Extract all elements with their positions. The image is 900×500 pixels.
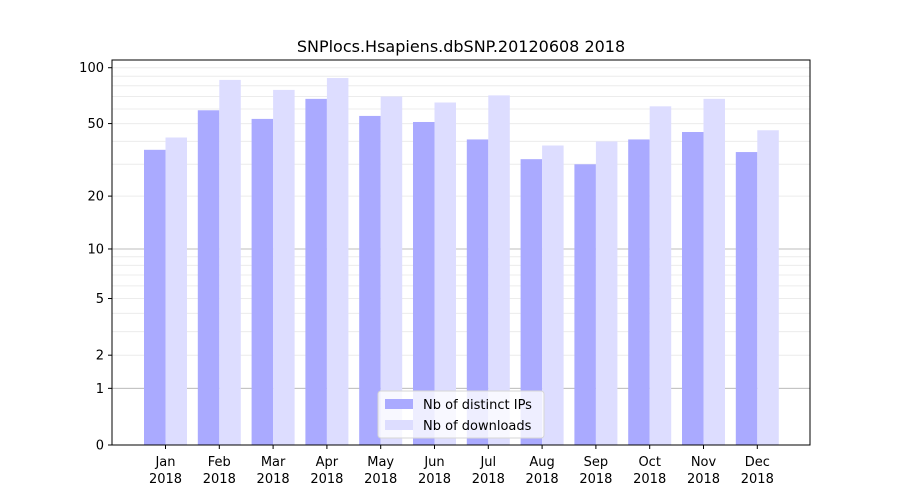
legend-swatch bbox=[385, 399, 413, 409]
plot-frame bbox=[111, 59, 811, 446]
legend-box bbox=[377, 390, 545, 439]
x-tick-label-month: Sep bbox=[584, 455, 609, 470]
legend: Nb of distinct IPs Nb of downloads bbox=[377, 390, 545, 439]
x-tick-label-year: 2018 bbox=[579, 472, 612, 487]
bar-distinct-ips bbox=[197, 110, 220, 445]
bars-layer bbox=[144, 78, 779, 446]
bar-downloads bbox=[219, 79, 241, 445]
bar-distinct-ips bbox=[520, 159, 543, 445]
y-tick-label: 2 bbox=[96, 349, 104, 364]
x-tick-label-year: 2018 bbox=[741, 472, 774, 487]
bar-downloads bbox=[542, 145, 564, 445]
bar-distinct-ips bbox=[682, 132, 704, 445]
x-tick-label-month: Jun bbox=[423, 455, 444, 470]
x-tick-label-month: Oct bbox=[638, 455, 660, 470]
y-tick-label: 5 bbox=[96, 292, 104, 307]
bar-downloads bbox=[488, 95, 510, 445]
x-tick-label-month: Dec bbox=[745, 455, 770, 470]
bar-distinct-ips bbox=[144, 149, 166, 445]
x-tick-label-year: 2018 bbox=[472, 472, 505, 487]
bar-downloads bbox=[703, 98, 725, 445]
bar-downloads bbox=[757, 130, 779, 445]
x-tick-label-year: 2018 bbox=[364, 472, 397, 487]
x-tick-label-month: Jan bbox=[154, 455, 175, 470]
axes-layer: 0 1 2 5 10 20 50 100 Jan 2018 Feb 2018 Mar 2018 Apr 201… bbox=[79, 61, 774, 487]
x-tick-label-year: 2018 bbox=[633, 472, 666, 487]
bar-distinct-ips bbox=[466, 139, 489, 445]
legend-swatch bbox=[385, 420, 413, 430]
bar-downloads bbox=[434, 102, 456, 446]
x-tick-label-year: 2018 bbox=[310, 472, 343, 487]
x-tick-label-month: Mar bbox=[261, 455, 286, 470]
y-tick-label: 100 bbox=[79, 61, 104, 76]
y-tick-label: 10 bbox=[87, 242, 104, 257]
legend-label: Nb of distinct IPs bbox=[423, 398, 532, 413]
bar-distinct-ips bbox=[628, 139, 650, 445]
x-tick-label-month: Aug bbox=[529, 455, 554, 470]
bar-downloads bbox=[326, 78, 349, 446]
x-tick-label-year: 2018 bbox=[526, 472, 559, 487]
x-tick-label-year: 2018 bbox=[418, 472, 451, 487]
bar-downloads bbox=[273, 89, 295, 446]
bar-downloads bbox=[595, 141, 618, 446]
bar-distinct-ips bbox=[305, 98, 327, 445]
x-tick-label-year: 2018 bbox=[203, 472, 236, 487]
y-tick-label: 1 bbox=[96, 382, 104, 397]
bar-downloads bbox=[649, 106, 672, 445]
y-tick-label: 0 bbox=[96, 439, 104, 454]
bar-distinct-ips bbox=[413, 121, 435, 445]
x-tick-label-month: Nov bbox=[691, 455, 717, 470]
y-tick-label: 20 bbox=[87, 190, 104, 205]
x-tick-label-month: Feb bbox=[208, 455, 231, 470]
bar-downloads bbox=[380, 96, 403, 445]
chart-title: SNPlocs.Hsapiens.dbSNP.20120608 2018 bbox=[297, 37, 625, 56]
bar-distinct-ips bbox=[251, 118, 274, 445]
legend-label: Nb of downloads bbox=[423, 419, 532, 434]
bar-distinct-ips bbox=[574, 164, 596, 445]
x-tick-label-year: 2018 bbox=[149, 472, 182, 487]
bar-distinct-ips bbox=[735, 152, 758, 445]
x-tick-label-month: May bbox=[367, 455, 394, 470]
y-tick-label: 50 bbox=[87, 117, 104, 132]
x-tick-label-year: 2018 bbox=[687, 472, 720, 487]
x-tick-label-year: 2018 bbox=[257, 472, 290, 487]
bar-downloads bbox=[165, 137, 187, 446]
x-tick-label-month: Apr bbox=[316, 455, 339, 470]
bar-distinct-ips bbox=[359, 115, 381, 445]
x-tick-label-month: Jul bbox=[479, 455, 496, 470]
